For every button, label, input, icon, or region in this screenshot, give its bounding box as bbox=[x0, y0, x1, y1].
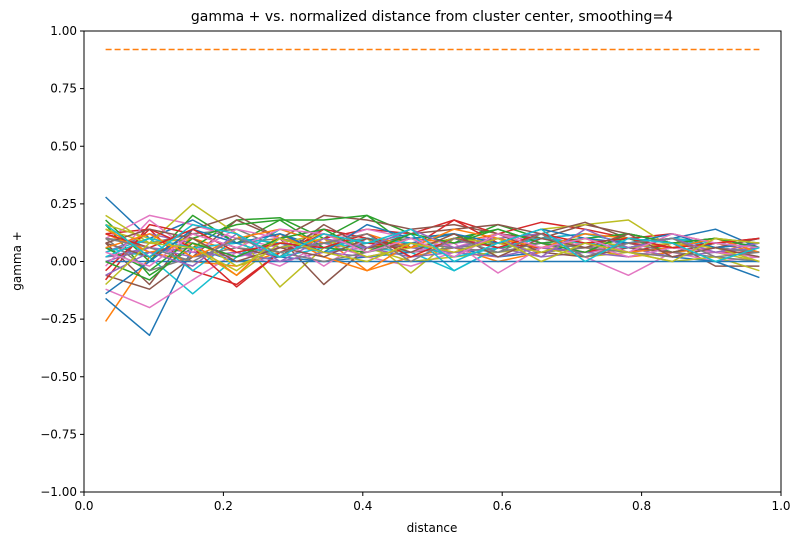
series-line-9 bbox=[105, 203, 760, 288]
y-tick-label: 0.00 bbox=[50, 255, 77, 269]
x-tick-label: 0.0 bbox=[74, 499, 93, 513]
y-tick-label: 0.75 bbox=[50, 82, 77, 96]
x-tick-label: 0.2 bbox=[214, 499, 233, 513]
y-axis-label: gamma + bbox=[10, 231, 24, 291]
series-line-39 bbox=[105, 237, 760, 286]
y-tick-label: −1.00 bbox=[40, 485, 77, 499]
x-tick-label: 0.6 bbox=[493, 499, 512, 513]
series-line-40 bbox=[105, 223, 760, 263]
y-tick-label: −0.75 bbox=[40, 427, 77, 441]
plot-content bbox=[104, 48, 760, 337]
x-axis-label: distance bbox=[407, 521, 458, 535]
x-tick-label: 1.0 bbox=[771, 499, 790, 513]
chart-title: gamma + vs. normalized distance from clu… bbox=[191, 9, 673, 25]
y-axis-ticks: −1.00 −0.75 −0.50 −0.25 0.00 0.25 0.50 0.75 1.00 bbox=[40, 24, 84, 499]
x-tick-label: 0.8 bbox=[632, 499, 651, 513]
x-axis-ticks: 0.0 0.2 0.4 0.6 0.8 1.0 bbox=[74, 492, 791, 513]
y-tick-label: −0.25 bbox=[40, 312, 77, 326]
y-tick-label: 0.50 bbox=[50, 139, 77, 153]
x-tick-label: 0.4 bbox=[353, 499, 372, 513]
y-tick-label: −0.50 bbox=[40, 370, 77, 384]
y-tick-label: 1.00 bbox=[50, 24, 77, 38]
y-tick-label: 0.25 bbox=[50, 197, 77, 211]
